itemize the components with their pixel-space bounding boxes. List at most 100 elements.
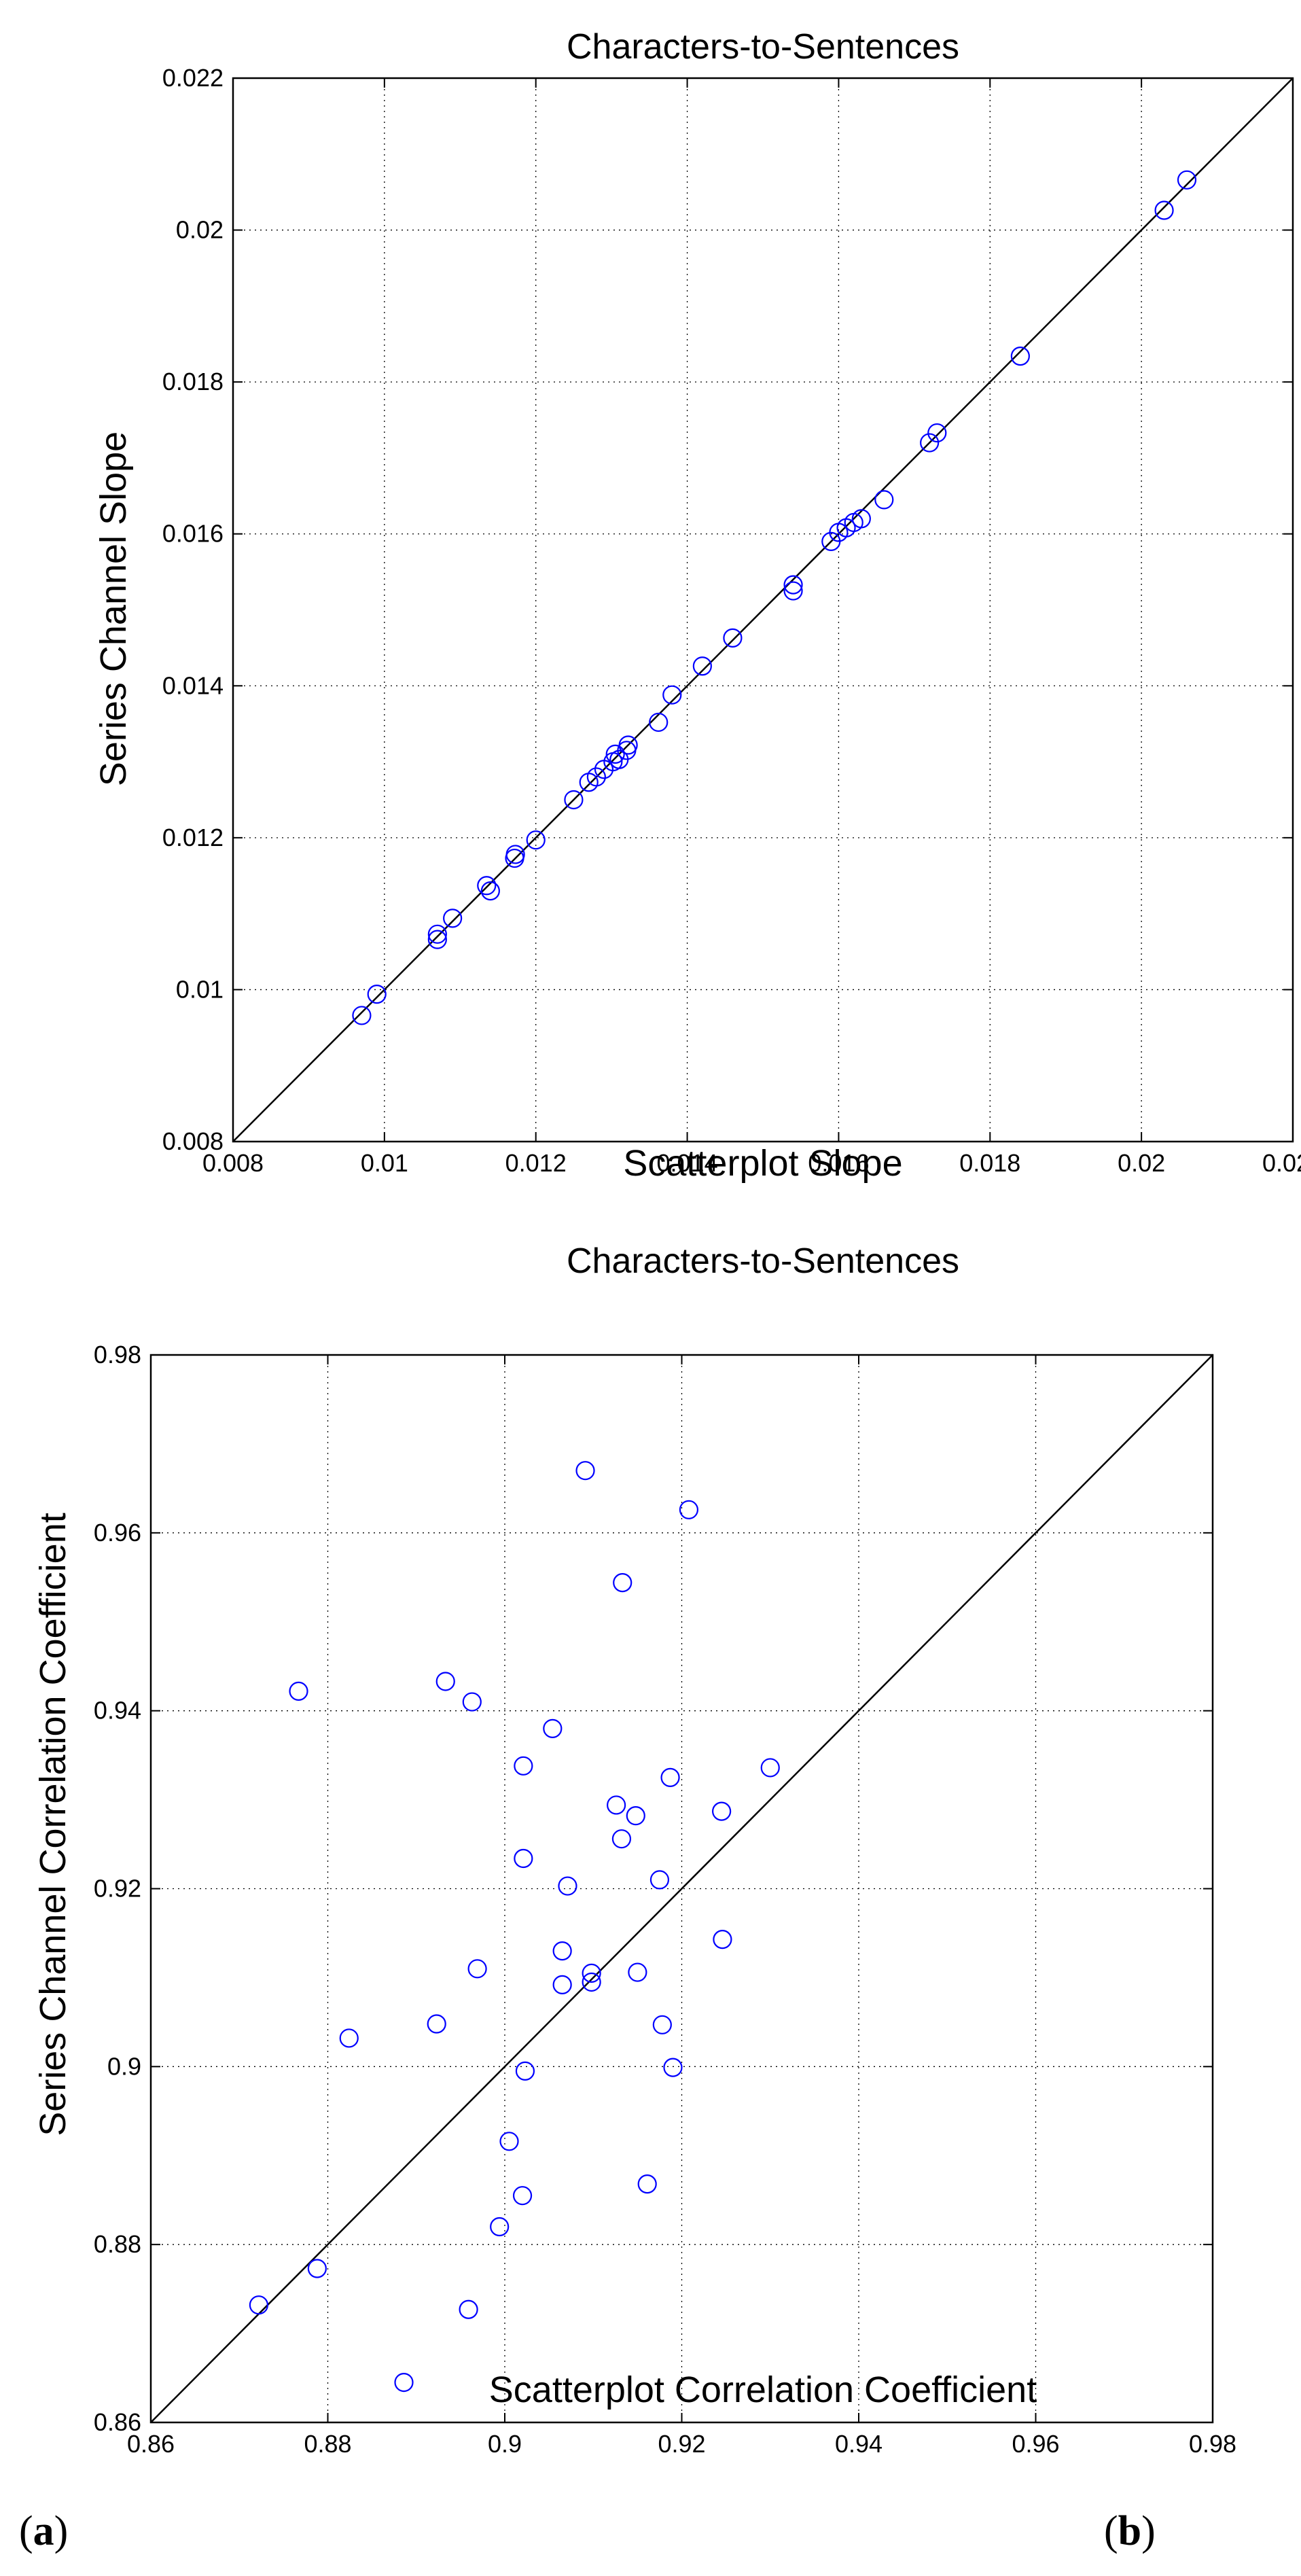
correlation-chart-data-point bbox=[514, 1848, 533, 1869]
slope-chart-data-point bbox=[649, 712, 669, 733]
slope-chart-xtick-label: 0.014 bbox=[657, 1149, 718, 1177]
correlation-chart-data-point bbox=[637, 2174, 657, 2194]
slope-chart-data-point bbox=[783, 575, 803, 595]
correlation-chart-xtick-label: 0.92 bbox=[658, 2430, 705, 2458]
slope-chart-data-point bbox=[662, 685, 682, 705]
slope-chart-xtick-label: 0.008 bbox=[202, 1149, 264, 1177]
correlation-chart-data-point bbox=[249, 2295, 269, 2315]
correlation-chart-data-point bbox=[435, 1672, 455, 1691]
slope-chart-data-point bbox=[352, 1006, 372, 1025]
slope-chart-xtick-label: 0.016 bbox=[808, 1149, 869, 1177]
slope-chart-ytick-label: 0.008 bbox=[162, 1127, 224, 1155]
correlation-chart-xtick-label: 0.96 bbox=[1012, 2430, 1059, 2458]
slope-chart-ytick-label: 0.014 bbox=[162, 671, 224, 699]
slope-chart-plot-area bbox=[232, 77, 1294, 1143]
correlation-chart-data-point bbox=[339, 2028, 359, 2048]
correlation-chart-data-point bbox=[582, 1972, 601, 1992]
correlation-chart-ytick-label: 0.98 bbox=[94, 1341, 141, 1369]
correlation-chart-data-point bbox=[515, 2061, 535, 2081]
correlation-chart-data-point bbox=[575, 1461, 595, 1481]
slope-chart-grid bbox=[233, 78, 1293, 1142]
slope-chart-data-point bbox=[427, 930, 447, 949]
slope-chart-ytick-label: 0.02 bbox=[176, 216, 224, 244]
slope-chart-data-point bbox=[618, 735, 638, 755]
slope-chart-title: Characters-to-Sentences bbox=[567, 27, 959, 67]
correlation-chart-ticks: 0.86 0.88 0.9 0.92 0.94 0.96 0.98 0.86 0.88 0.9 0.… bbox=[94, 1341, 1236, 2458]
correlation-chart-xlabel: Scatterplot Correlation Coefficient bbox=[489, 2369, 1037, 2410]
slope-chart-data-point bbox=[427, 924, 447, 944]
slope-chart-xtick-label: 0.02 bbox=[1118, 1149, 1165, 1177]
correlation-chart-data-point bbox=[490, 2217, 510, 2237]
slope-chart-ytick-label: 0.018 bbox=[162, 368, 224, 395]
correlation-chart-data-point bbox=[626, 1806, 645, 1826]
slope-chart-data-point bbox=[1177, 170, 1197, 190]
slope-chart-data-point bbox=[367, 985, 387, 1004]
correlation-chart-data-point bbox=[628, 1962, 647, 1982]
correlation-chart-data-point bbox=[582, 1963, 601, 1983]
correlation-chart-data-point bbox=[660, 1767, 680, 1787]
correlation-chart-data-point bbox=[307, 2259, 327, 2278]
slope-chart-data-point bbox=[526, 830, 546, 850]
slope-chart-xtick-label: 0.012 bbox=[505, 1149, 567, 1177]
slope-chart-data-point bbox=[783, 581, 803, 601]
slope-chart-data-point bbox=[920, 433, 940, 453]
correlation-chart-ytick-label: 0.94 bbox=[94, 1697, 141, 1725]
correlation-chart-identity-line bbox=[150, 1354, 1213, 2423]
slope-chart-data-point bbox=[692, 656, 712, 676]
correlation-chart-data-point bbox=[613, 1573, 632, 1593]
correlation-chart-data-point bbox=[760, 1758, 780, 1778]
slope-chart-data-point bbox=[505, 845, 525, 864]
correlation-chart-data-point bbox=[663, 2058, 683, 2077]
correlation-chart: Characters-to-Sentences Scatterplot Corr… bbox=[33, 1241, 1236, 2458]
correlation-chart-data-point bbox=[467, 1959, 487, 1979]
correlation-chart-data-point bbox=[652, 2015, 672, 2034]
correlation-chart-xtick-label: 0.88 bbox=[304, 2430, 351, 2458]
slope-chart-data-point bbox=[1154, 200, 1174, 220]
slope-chart-ytick-label: 0.012 bbox=[162, 824, 224, 851]
correlation-chart-data-point bbox=[679, 1500, 699, 1519]
correlation-chart-data-point bbox=[712, 1801, 732, 1821]
slope-chart: Characters-to-Sentences Scatterplot Slop… bbox=[93, 27, 1301, 1184]
slope-chart-data-point bbox=[1010, 347, 1030, 366]
correlation-chart-data-point bbox=[289, 1681, 308, 1701]
correlation-chart-data-point bbox=[459, 2299, 478, 2319]
correlation-chart-xtick-label: 0.86 bbox=[127, 2430, 175, 2458]
slope-chart-data-point bbox=[874, 490, 894, 510]
slope-chart-data-point bbox=[480, 881, 500, 901]
slope-chart-data-point bbox=[477, 876, 497, 896]
correlation-chart-data-point bbox=[512, 2186, 533, 2206]
correlation-chart-data-point bbox=[394, 2372, 414, 2393]
slope-chart-identity-line bbox=[232, 77, 1294, 1142]
slope-chart-ylabel: Series Channel Slope bbox=[93, 431, 134, 786]
slope-chart-ytick-label: 0.022 bbox=[162, 64, 224, 92]
correlation-chart-xtick-label: 0.98 bbox=[1189, 2430, 1236, 2458]
slope-chart-data-point bbox=[564, 790, 584, 810]
panel-label-b-letter: b bbox=[1118, 2508, 1141, 2554]
correlation-chart-points bbox=[249, 1461, 780, 2393]
slope-chart-data-point bbox=[605, 744, 625, 764]
correlation-chart-ytick-label: 0.9 bbox=[107, 2052, 141, 2080]
correlation-chart-data-point bbox=[713, 1930, 732, 1949]
panel-label-a: (a) bbox=[19, 2508, 68, 2554]
slope-chart-ytick-label: 0.01 bbox=[176, 975, 224, 1003]
slope-chart-data-point bbox=[586, 767, 606, 787]
correlation-chart-data-point bbox=[649, 1870, 670, 1890]
correlation-chart-data-point bbox=[543, 1718, 563, 1738]
correlation-chart-ytick-label: 0.92 bbox=[94, 1875, 141, 1903]
correlation-chart-data-point bbox=[499, 2132, 519, 2151]
correlation-chart-data-point bbox=[552, 1941, 572, 1961]
correlation-chart-xtick-label: 0.94 bbox=[835, 2430, 883, 2458]
slope-chart-xtick-label: 0.018 bbox=[959, 1149, 1020, 1177]
slope-chart-xlabel: Scatterplot Slope bbox=[623, 1143, 902, 1184]
slope-chart-ytick-label: 0.016 bbox=[162, 520, 224, 548]
correlation-chart-ylabel: Series Channel Correlation Coefficient bbox=[33, 1513, 73, 2136]
correlation-chart-ytick-label: 0.96 bbox=[94, 1519, 141, 1547]
panel-label-a-letter: a bbox=[33, 2508, 54, 2554]
slope-chart-xtick-label: 0.01 bbox=[361, 1149, 408, 1177]
slope-chart-data-point bbox=[443, 908, 463, 928]
correlation-chart-xtick-label: 0.9 bbox=[488, 2430, 522, 2458]
correlation-chart-data-point bbox=[558, 1876, 577, 1896]
correlation-chart-data-point bbox=[427, 2014, 446, 2034]
correlation-chart-data-point bbox=[607, 1795, 626, 1815]
